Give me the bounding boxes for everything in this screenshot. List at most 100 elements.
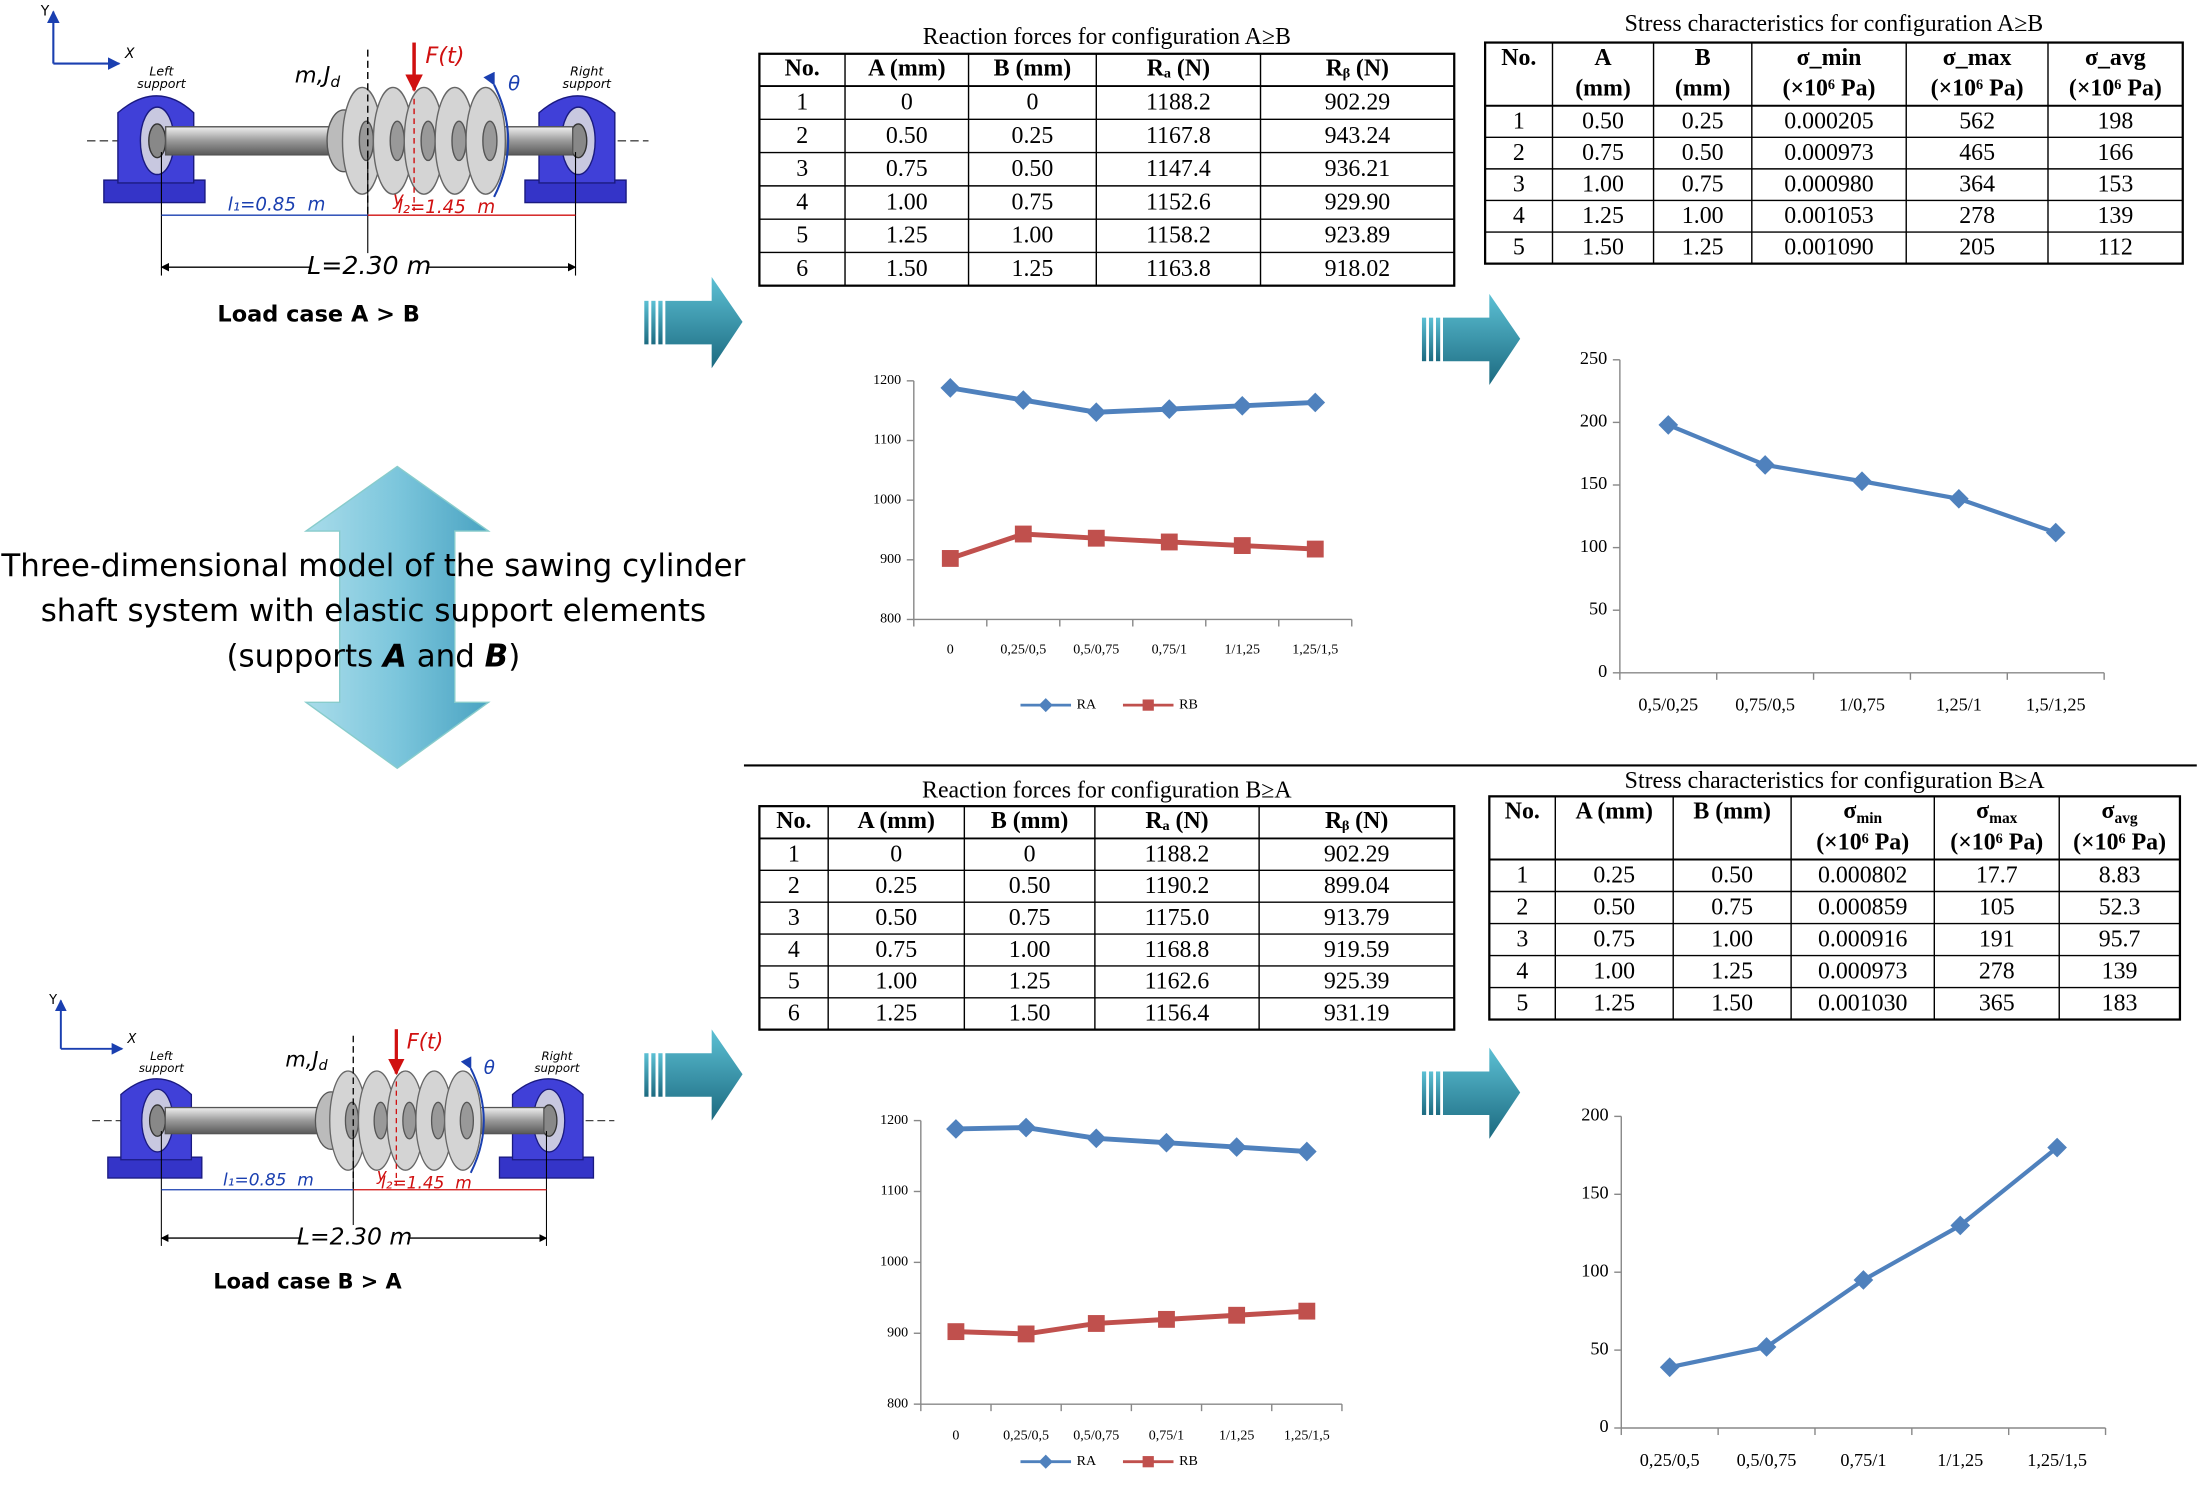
saw-disc-hole	[373, 1101, 388, 1140]
x-tick-label: 0,5/0,75	[1073, 642, 1119, 658]
table-header: (×10⁶ Pa)	[2073, 830, 2166, 856]
table-cell: 1.50	[1711, 990, 1753, 1016]
description-part: and	[407, 638, 485, 674]
table-header: No.	[785, 55, 820, 81]
table-cell: 0.50	[1682, 140, 1724, 166]
y-tick-label: 800	[887, 1395, 908, 1411]
table-cell: 1	[1516, 862, 1528, 888]
theta-label: θ	[484, 1057, 495, 1078]
description-part: (supports	[227, 638, 384, 674]
mass-sub: d	[330, 72, 340, 90]
x-tick-label: 1/1,25	[1937, 1450, 1983, 1470]
table-cell: 0	[901, 90, 913, 116]
table-cell: 0.25	[1593, 862, 1635, 888]
table-header: No.	[1505, 799, 1540, 825]
x-tick-label: 1,25/1,5	[1284, 1428, 1330, 1444]
table-header: No.	[776, 808, 811, 834]
L-label: L=2.30 m	[307, 251, 431, 280]
table-cell: 139	[2102, 958, 2138, 984]
header-symbol: σ	[1976, 799, 1989, 825]
x-tick-label: 0	[947, 642, 954, 658]
table-cell: 1190.2	[1145, 873, 1210, 899]
table-cell: 0.25	[875, 873, 917, 899]
y-tick-label: 200	[1581, 1105, 1608, 1125]
table-header: σmax	[1976, 799, 2018, 827]
x-tick-label: 0,5/0,25	[1638, 695, 1698, 715]
table-header: Rₐ (N)	[1145, 808, 1208, 834]
table-cell: 6	[796, 256, 808, 282]
data-point	[1659, 1357, 1680, 1378]
table-header: B (mm)	[994, 55, 1072, 81]
table-header: A (mm)	[857, 808, 935, 834]
block-arrow	[1421, 1047, 1521, 1139]
block-arrow	[644, 276, 743, 369]
y-tick-label: 1200	[880, 1112, 908, 1128]
description-line: shaft system with elastic support elemen…	[41, 593, 706, 629]
L-label: L=2.30 m	[297, 1223, 412, 1251]
table-cell: 6	[788, 1001, 800, 1027]
table-cell: 2	[788, 873, 800, 899]
data-point	[1950, 1215, 1971, 1236]
description-part: A	[381, 638, 407, 674]
table-header: B (mm)	[1693, 799, 1771, 825]
shaft-diagram: YX F(t)m,Jd θLeftsupportRightsupportl₁=0.8…	[40, 4, 649, 327]
table-cell: 1	[796, 90, 808, 116]
chart: 800 900 1000 1100 1200 0 0,25/0,5 0,5/0,75 0,75/…	[873, 372, 1353, 712]
x-tick-label: 0,75/1	[1840, 1450, 1886, 1470]
x-tick-label: 1/1,25	[1225, 642, 1260, 658]
series-line	[949, 531, 1316, 561]
data-point	[1949, 488, 1969, 509]
data-point	[1087, 529, 1105, 547]
table-cell: 0.25	[1012, 123, 1054, 149]
x-tick-label: 1,5/1,25	[2026, 695, 2086, 715]
table-cell: 0.75	[886, 156, 928, 182]
legend-label: RB	[1179, 696, 1198, 712]
data-point	[1156, 1132, 1177, 1153]
table-cell: 3	[788, 905, 800, 931]
series-line	[955, 1125, 1307, 1154]
table-cell: 931.19	[1324, 1001, 1390, 1027]
y-label: y	[392, 189, 404, 210]
data-point	[1142, 699, 1154, 711]
x-tick-label: 0,75/1	[1152, 642, 1187, 658]
table-cell: 191	[1979, 926, 2015, 952]
table-header: A (mm)	[1575, 799, 1653, 825]
data-point	[1297, 1141, 1317, 1162]
table-cell: 0.50	[886, 123, 928, 149]
saw-disc-hole	[344, 1101, 360, 1140]
saw-disc-hole	[358, 120, 375, 162]
force-label: F(t)	[407, 1029, 443, 1053]
table-cell: 1.50	[1009, 1001, 1051, 1027]
table-cell: 205	[1959, 235, 1995, 261]
table-title: Stress characteristics for configuration…	[1625, 11, 2044, 37]
table-cell: 1.25	[1711, 958, 1753, 984]
saw-disc-hole	[451, 120, 467, 162]
legend-label: RB	[1179, 1453, 1198, 1469]
support-label: support	[139, 1061, 184, 1075]
table-title: Reaction forces for configuration A≥B	[923, 24, 1291, 50]
table-cell: 919.59	[1324, 937, 1390, 963]
support-label: Left	[150, 1049, 173, 1063]
table-cell: 1188.2	[1145, 841, 1210, 867]
table-cell: 1.25	[1682, 235, 1724, 261]
l2-label: l₂=1.45 m	[398, 197, 496, 218]
block-arrow	[644, 1029, 743, 1121]
data-point	[1038, 1454, 1053, 1469]
y-tick-label: 1000	[880, 1254, 908, 1270]
table-cell: 8.83	[2099, 862, 2141, 888]
support-label: support	[534, 1061, 579, 1075]
table-cell: 0.000973	[1784, 140, 1873, 166]
table-cell: 0.000859	[1818, 894, 1907, 920]
table-cell: 1.00	[875, 969, 917, 995]
header-symbol: σ	[2102, 799, 2115, 825]
series-line	[955, 1308, 1307, 1337]
rotation-arc	[460, 1056, 485, 1174]
table-cell: 3	[796, 156, 808, 182]
header-sub: max	[1989, 809, 2018, 826]
table-cell: 0.75	[1682, 172, 1724, 198]
table-cell: 0	[1026, 90, 1038, 116]
y-tick-label: 1100	[874, 432, 902, 448]
description-line: (supports A and B)	[227, 638, 521, 674]
data-point	[1756, 1337, 1777, 1357]
rotation-arc	[483, 71, 510, 198]
